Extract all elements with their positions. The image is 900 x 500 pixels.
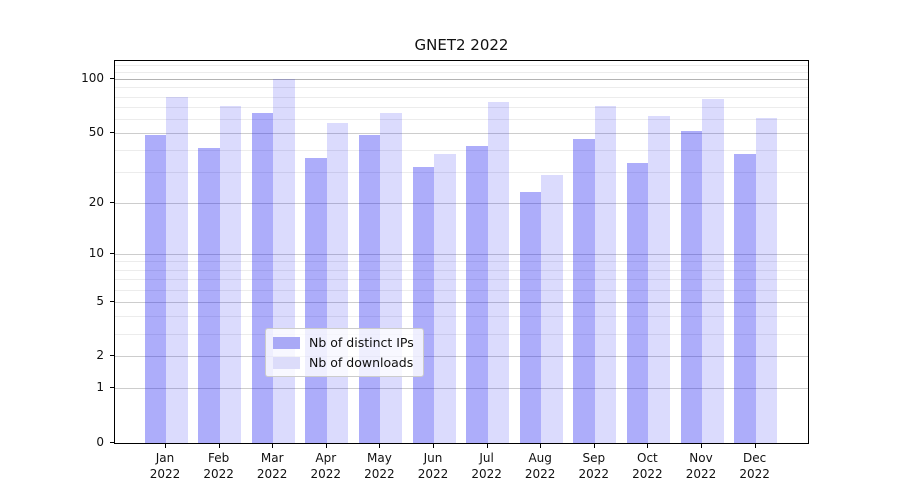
- bar-downloads-may: [380, 112, 402, 443]
- bar-downloads-mar: [273, 79, 295, 443]
- y-axis-tick-label: 100: [81, 71, 104, 86]
- bar-downloads-feb: [219, 105, 242, 443]
- x-axis-tick-mark: [647, 444, 649, 448]
- gridline-minor: [115, 106, 808, 108]
- gridline-minor: [115, 118, 808, 120]
- x-axis-tick-label: Nov 2022: [685, 451, 717, 481]
- x-axis-tick-mark: [701, 444, 702, 448]
- x-axis-tick-label: Jun 2022: [417, 451, 449, 481]
- y-axis-tick-label: 0: [96, 435, 104, 449]
- y-axis-tick-mark: [110, 387, 114, 389]
- y-axis-tick-mark: [110, 442, 114, 443]
- y-axis-tick-mark: [110, 300, 114, 302]
- legend-row-downloads: Nb of downloads: [273, 355, 414, 370]
- bar-distinct-ips-jul: [466, 146, 488, 443]
- gridline-minor: [115, 279, 808, 280]
- bar-downloads-jan: [166, 96, 188, 443]
- bar-distinct-ips-feb: [198, 148, 220, 443]
- x-axis-tick-mark: [165, 444, 166, 448]
- x-axis-tick-mark: [218, 444, 220, 448]
- legend-label-downloads: Nb of downloads: [309, 355, 414, 370]
- gridline-minor: [115, 269, 808, 271]
- plot-area: [114, 60, 809, 444]
- gridline-major: [115, 132, 808, 134]
- bar-downloads-aug: [541, 174, 563, 443]
- y-axis-tick-mark: [110, 131, 114, 133]
- x-axis-tick-label: Jul 2022: [471, 451, 502, 481]
- gridline-minor: [115, 333, 808, 335]
- x-axis-tick-label: Oct 2022: [632, 451, 663, 481]
- gridline-major: [115, 356, 808, 358]
- bar-distinct-ips-aug: [519, 192, 542, 443]
- bar-downloads-oct: [648, 116, 670, 443]
- x-axis-tick-mark: [433, 444, 434, 448]
- gridline-major: [115, 79, 808, 81]
- bar-downloads-nov: [702, 99, 724, 443]
- chart-title: GNET2 2022: [414, 36, 509, 54]
- legend-swatch-downloads: [273, 356, 300, 369]
- bar-distinct-ips-mar: [251, 112, 274, 443]
- gridline-minor: [115, 87, 808, 89]
- bar-distinct-ips-jan: [144, 134, 166, 443]
- gridline-minor: [115, 71, 808, 73]
- bar-distinct-ips-nov: [680, 131, 702, 443]
- gridline-minor: [115, 96, 808, 98]
- bar-downloads-sep: [594, 105, 617, 443]
- x-axis-tick-mark: [754, 444, 756, 448]
- y-axis-tick-label: 5: [96, 293, 104, 308]
- gridline-major: [115, 301, 808, 303]
- x-axis-tick-label: Mar 2022: [256, 451, 288, 481]
- x-axis-tick-label: Apr 2022: [310, 451, 342, 481]
- legend-swatch-distinct-ips: [273, 336, 300, 349]
- x-axis-tick-mark: [486, 444, 488, 448]
- bar-distinct-ips-may: [358, 134, 381, 443]
- x-axis-tick-label: May 2022: [364, 451, 395, 481]
- y-axis-tick-mark: [110, 355, 114, 357]
- y-axis-tick-mark: [110, 201, 114, 203]
- gridline-minor: [115, 150, 808, 152]
- bar-downloads-dec: [755, 117, 778, 443]
- gridline-minor: [115, 289, 808, 291]
- gridline-minor: [115, 172, 808, 174]
- x-axis-tick-mark: [379, 444, 381, 448]
- bar-distinct-ips-dec: [734, 154, 756, 443]
- gridline-minor: [115, 64, 808, 66]
- y-axis-tick-label: 20: [88, 194, 104, 209]
- legend-label-distinct-ips: Nb of distinct IPs: [309, 335, 414, 350]
- y-axis-tick-label: 10: [88, 245, 104, 260]
- y-axis-tick-label: 50: [88, 124, 104, 139]
- y-axis-tick-mark: [110, 252, 114, 254]
- y-axis-tick-label: 1: [96, 380, 104, 395]
- x-axis-tick-label: Aug 2022: [524, 451, 556, 481]
- bar-downloads-jun: [434, 154, 456, 443]
- gridline-minor: [115, 316, 808, 318]
- gridline-minor: [115, 261, 808, 263]
- bar-downloads-apr: [326, 122, 349, 443]
- gridline-major: [115, 388, 808, 390]
- x-axis-tick-mark: [325, 444, 327, 448]
- gridline-major: [115, 202, 808, 204]
- x-axis-tick-label: Feb 2022: [203, 451, 234, 481]
- y-axis-tick-label: 2: [96, 348, 104, 363]
- bar-distinct-ips-jun: [412, 167, 434, 443]
- legend-row-distinct-ips: Nb of distinct IPs: [273, 335, 414, 350]
- bar-distinct-ips-sep: [573, 139, 595, 443]
- x-axis-tick-mark: [540, 444, 542, 448]
- gridline-major: [115, 253, 808, 255]
- x-axis-tick-label: Dec 2022: [739, 451, 770, 481]
- legend: Nb of distinct IPs Nb of downloads: [265, 328, 424, 377]
- x-axis-tick-label: Jan 2022: [149, 451, 181, 481]
- y-axis-tick-mark: [110, 78, 114, 80]
- bar-downloads-jul: [487, 101, 510, 443]
- bar-distinct-ips-oct: [626, 162, 649, 443]
- x-axis-tick-mark: [593, 444, 595, 448]
- x-axis-tick-label: Sep 2022: [578, 451, 610, 481]
- bar-distinct-ips-apr: [305, 158, 327, 443]
- x-axis-tick-mark: [272, 444, 274, 448]
